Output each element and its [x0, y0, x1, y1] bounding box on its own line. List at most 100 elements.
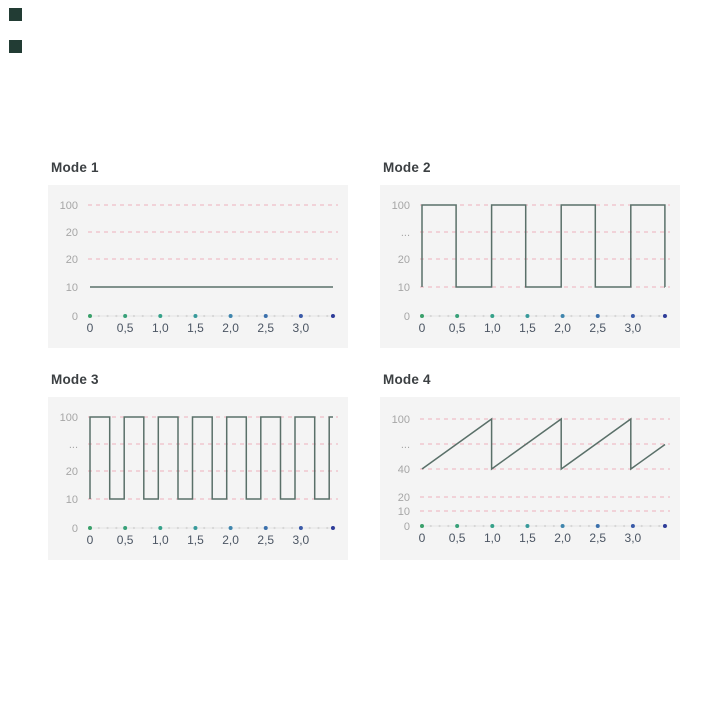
x-tick-label: 0 — [87, 533, 94, 547]
x-tick-dot — [228, 526, 233, 530]
chart-title-mode-2: Mode 2 — [383, 160, 431, 175]
x-tick-label: 1,5 — [519, 321, 536, 335]
gridlines — [88, 204, 338, 260]
x-tick-label: 2,5 — [589, 321, 606, 335]
y-tick-label: 10 — [398, 506, 410, 518]
x-tick-dot — [263, 526, 268, 530]
x-axis-labels: 0 0,5 1,0 1,5 2,0 2,5 3,0 — [419, 531, 642, 545]
x-axis-minor-dots — [429, 524, 661, 528]
panel-background — [48, 185, 348, 348]
x-axis-major-dots — [420, 524, 667, 528]
x-axis-major-dots — [420, 314, 667, 318]
chart-mode-4: Mode 4 100... 40 20 10 0 0 0,5 1,0 1,5 2,0 2,5 3,0 — [380, 372, 680, 560]
y-tick-label: 10 — [66, 282, 78, 294]
y-tick-label: 100 — [60, 200, 78, 212]
y-tick-label: 0 — [404, 521, 410, 533]
x-tick-label: 2,5 — [589, 531, 606, 545]
x-tick-dot — [595, 524, 600, 528]
x-axis-minor-dots — [97, 314, 329, 318]
y-tick-label: 10 — [66, 494, 78, 506]
x-tick-label: 2,5 — [257, 533, 274, 547]
x-tick-label: 3,0 — [293, 321, 310, 335]
y-tick-label: ... — [401, 439, 410, 451]
x-tick-label: 0,5 — [449, 321, 466, 335]
x-tick-label: 0 — [419, 531, 426, 545]
x-tick-dot — [298, 314, 303, 318]
x-tick-label: 3,0 — [625, 321, 642, 335]
x-tick-label: 2,0 — [554, 321, 571, 335]
x-tick-label: 0 — [87, 321, 94, 335]
x-tick-dot — [525, 314, 530, 318]
panel-background — [380, 185, 680, 348]
x-tick-dot — [158, 526, 163, 530]
x-axis-labels: 0 0,5 1,0 1,5 2,0 2,5 3,0 — [87, 533, 310, 547]
x-axis-minor-dots — [429, 314, 661, 318]
y-tick-label: 20 — [66, 254, 78, 266]
x-tick-label: 0 — [419, 321, 426, 335]
y-tick-label: 20 — [398, 254, 410, 266]
x-tick-dot — [193, 526, 198, 530]
x-axis-labels: 0 0,5 1,0 1,5 2,0 2,5 3,0 — [419, 321, 642, 335]
gridlines — [420, 418, 670, 512]
x-tick-label: 1,0 — [152, 321, 169, 335]
waveform-line — [421, 204, 666, 288]
y-tick-label: 20 — [66, 227, 78, 239]
x-tick-dot — [560, 314, 565, 318]
x-tick-label: 1,0 — [484, 531, 501, 545]
waveform-line — [89, 416, 333, 500]
y-tick-label: 100 — [60, 412, 78, 424]
chart-mode-3: Mode 3 100... 20 10 0 0 0,5 1,0 1,5 2,0 2,5 3,0 — [48, 372, 348, 560]
x-axis-end-dot — [330, 526, 335, 530]
x-tick-dot — [263, 314, 268, 318]
y-tick-label: 100 — [392, 414, 410, 426]
chart-title-mode-1: Mode 1 — [51, 160, 99, 175]
y-tick-label: ... — [69, 439, 78, 451]
x-tick-label: 0,5 — [117, 321, 134, 335]
x-axis-end-dot — [330, 314, 335, 318]
x-tick-dot — [193, 314, 198, 318]
x-tick-dot — [123, 526, 128, 530]
y-tick-label: 0 — [72, 311, 78, 323]
y-tick-label: 20 — [398, 492, 410, 504]
x-tick-dot — [525, 524, 530, 528]
x-tick-dot — [490, 524, 495, 528]
x-tick-dot — [123, 314, 128, 318]
x-tick-label: 0,5 — [449, 531, 466, 545]
y-tick-label: 10 — [398, 282, 410, 294]
chart-title-mode-3: Mode 3 — [51, 372, 99, 387]
x-axis-end-dot — [662, 524, 667, 528]
y-tick-label: 0 — [404, 311, 410, 323]
x-tick-dot — [420, 524, 424, 528]
y-tick-label: 0 — [72, 523, 78, 535]
x-tick-dot — [88, 526, 92, 530]
x-tick-dot — [88, 314, 92, 318]
corner-square-top — [9, 8, 22, 21]
x-tick-dot — [630, 314, 635, 318]
x-tick-label: 0,5 — [117, 533, 134, 547]
waveform-line — [421, 417, 666, 471]
chart-mode-1: Mode 1 100 20 20 10 0 0 0,5 1,0 1,5 2,0 2,5 3,0 — [48, 160, 348, 348]
x-tick-dot — [420, 314, 424, 318]
corner-square-bottom — [9, 40, 22, 53]
y-tick-label: 20 — [66, 466, 78, 478]
x-axis-major-dots — [88, 314, 335, 318]
x-axis-labels: 0 0,5 1,0 1,5 2,0 2,5 3,0 — [87, 321, 310, 335]
x-tick-label: 2,0 — [554, 531, 571, 545]
x-tick-dot — [158, 314, 163, 318]
x-tick-label: 2,0 — [222, 533, 239, 547]
x-tick-dot — [455, 524, 460, 528]
x-tick-label: 1,0 — [152, 533, 169, 547]
x-axis-minor-dots — [97, 526, 329, 530]
chart-title-mode-4: Mode 4 — [383, 372, 431, 387]
panel-background — [48, 397, 348, 560]
x-tick-label: 2,5 — [257, 321, 274, 335]
y-tick-label: ... — [401, 227, 410, 239]
x-tick-dot — [455, 314, 460, 318]
